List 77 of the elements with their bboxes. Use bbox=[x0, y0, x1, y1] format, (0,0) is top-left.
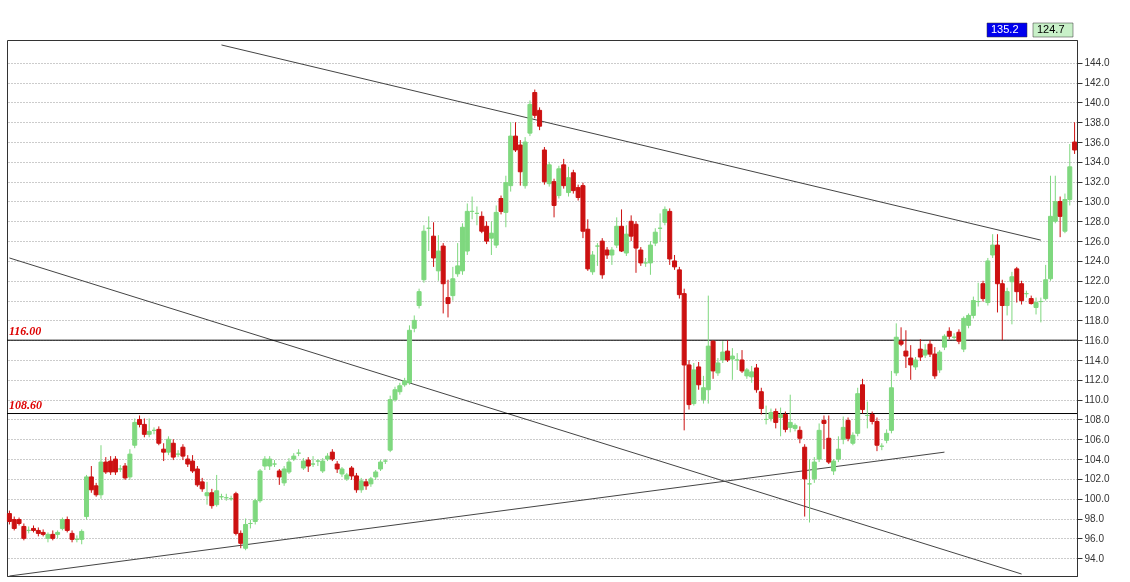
candlestick bbox=[1072, 121, 1078, 155]
y-tick-label: 120.0 bbox=[1084, 295, 1110, 307]
y-tick-label: 102.0 bbox=[1084, 473, 1110, 485]
candlestick bbox=[45, 531, 51, 543]
y-tick-label: 128.0 bbox=[1084, 215, 1110, 227]
candlestick bbox=[435, 234, 441, 282]
y-tick-label: 138.0 bbox=[1084, 116, 1110, 128]
y-tick-label: 144.0 bbox=[1084, 57, 1110, 69]
y-tick-label: 130.0 bbox=[1084, 195, 1110, 207]
y-tick-label: 126.0 bbox=[1084, 235, 1110, 247]
candlestick bbox=[127, 448, 133, 481]
y-tick-label: 110.0 bbox=[1084, 394, 1110, 406]
candlestick bbox=[209, 488, 215, 510]
candlestick bbox=[729, 347, 735, 381]
candlestick bbox=[696, 361, 702, 391]
text: 124.7 bbox=[1037, 23, 1065, 35]
candlestick bbox=[498, 195, 504, 215]
y-tick-label: 106.0 bbox=[1084, 433, 1110, 445]
text: 135.2 bbox=[991, 23, 1019, 35]
y-tick-label: 132.0 bbox=[1084, 176, 1110, 188]
candlestick bbox=[725, 339, 731, 363]
candlestick bbox=[175, 449, 181, 458]
candlestick bbox=[416, 288, 422, 309]
candlestick bbox=[551, 178, 557, 218]
candlestick bbox=[594, 242, 600, 267]
candlestick bbox=[590, 250, 596, 276]
y-tick-label: 134.0 bbox=[1084, 156, 1110, 168]
candlestick bbox=[845, 416, 851, 442]
y-tick-label: 100.0 bbox=[1084, 493, 1110, 505]
candlestick bbox=[739, 349, 745, 374]
y-tick-label: 124.0 bbox=[1084, 255, 1110, 267]
y-tick-label: 108.0 bbox=[1084, 413, 1110, 425]
candlestick bbox=[450, 266, 456, 302]
y-tick-label: 104.0 bbox=[1084, 453, 1110, 465]
candlestick bbox=[88, 465, 94, 494]
candlestick bbox=[431, 221, 437, 268]
y-tick-label: 98.0 bbox=[1084, 513, 1105, 525]
ref-line-label: 116.00 bbox=[9, 324, 42, 339]
y-tick-label: 96.0 bbox=[1084, 532, 1105, 544]
candlestick bbox=[561, 158, 567, 190]
candlestick bbox=[874, 416, 880, 452]
y-tick-label: 142.0 bbox=[1084, 77, 1110, 89]
ref-line-label: 108.60 bbox=[9, 397, 42, 412]
candlestick bbox=[156, 425, 162, 446]
candlestick bbox=[917, 338, 923, 362]
candlestick bbox=[980, 280, 986, 303]
candlestick bbox=[204, 481, 210, 506]
candlestick bbox=[310, 455, 316, 468]
candlestick bbox=[1014, 266, 1020, 304]
y-tick-label: 118.0 bbox=[1084, 314, 1110, 326]
candlestick bbox=[546, 161, 552, 188]
y-tick-label: 94.0 bbox=[1084, 552, 1105, 564]
y-tick-label: 116.0 bbox=[1084, 334, 1110, 346]
candlestick bbox=[623, 224, 629, 257]
candlestick bbox=[1057, 196, 1063, 238]
y-tick-label: 122.0 bbox=[1084, 275, 1110, 287]
candlestick bbox=[797, 425, 803, 444]
candlestick bbox=[165, 435, 171, 456]
y-tick-label: 140.0 bbox=[1084, 96, 1110, 108]
candlestick bbox=[782, 411, 788, 433]
candlestick bbox=[835, 435, 841, 463]
candlestick bbox=[773, 408, 779, 429]
candlestick bbox=[363, 478, 369, 491]
candlestick bbox=[40, 528, 46, 537]
candlestick bbox=[758, 387, 764, 416]
candlestick bbox=[112, 455, 118, 476]
y-tick-label: 114.0 bbox=[1084, 354, 1110, 366]
candlestick bbox=[937, 349, 943, 374]
candlestick bbox=[990, 233, 996, 259]
candlestick bbox=[132, 417, 138, 449]
candlestick bbox=[146, 417, 152, 438]
candlestick bbox=[170, 438, 176, 461]
y-tick-label: 136.0 bbox=[1084, 136, 1110, 148]
candlestick bbox=[807, 458, 812, 523]
candlestick bbox=[609, 246, 615, 266]
y-tick-label: 112.0 bbox=[1084, 374, 1110, 386]
candlestick bbox=[614, 216, 620, 249]
